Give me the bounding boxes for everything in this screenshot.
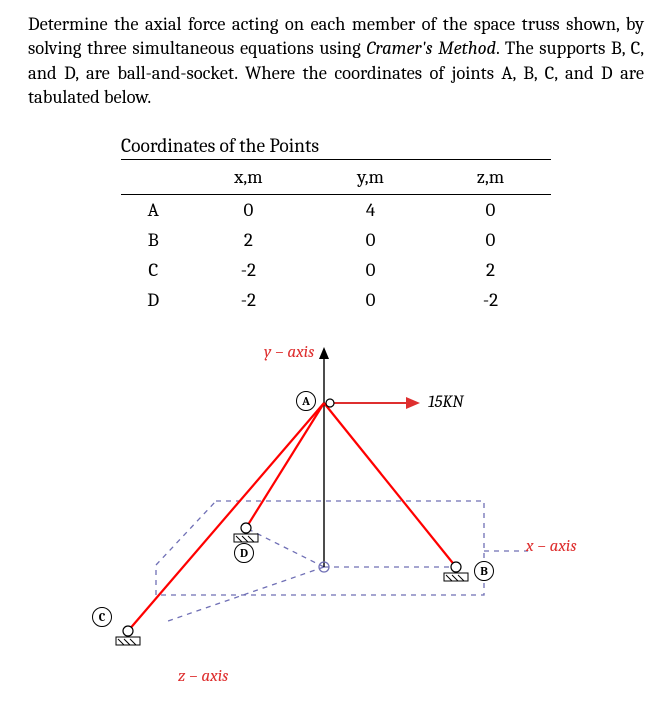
joint-c-label: C	[92, 607, 112, 627]
col-header-x: x,m	[186, 162, 312, 195]
cell-x: 2	[186, 225, 312, 255]
cell-joint: A	[121, 194, 186, 225]
cell-y: 0	[311, 255, 430, 285]
table-header-row: x,m y,m z,m	[121, 162, 551, 195]
joint-d-label: D	[234, 543, 254, 563]
y-axis-arrowhead	[319, 347, 329, 359]
cell-z: 2	[430, 255, 551, 285]
col-header-z: z,m	[430, 162, 551, 195]
table-caption: Coordinates of the Points	[121, 134, 551, 160]
base-plane-outline	[156, 501, 484, 595]
problem-text-em: Cramer's Method	[366, 37, 496, 59]
joint-b-label: B	[474, 561, 494, 581]
coordinates-table-wrap: Coordinates of the Points x,m y,m z,m A …	[121, 134, 551, 315]
cell-z: 0	[430, 225, 551, 255]
cell-x: -2	[186, 255, 312, 285]
cell-z: 0	[430, 194, 551, 225]
table-row: D -2 0 -2	[121, 285, 551, 315]
support-c-icon	[116, 626, 140, 645]
member-ad	[246, 403, 324, 528]
truss-diagram: y – axis x – axis z – axis 15KN A B C D	[86, 333, 586, 693]
col-header-blank	[121, 162, 186, 195]
support-d-icon	[234, 523, 258, 542]
load-label: 15KN	[428, 393, 463, 412]
coordinates-table: x,m y,m z,m A 0 4 0 B 2 0 0 C -2 0 2	[121, 162, 551, 315]
dash-origin-c	[168, 567, 324, 621]
cell-y: 0	[311, 285, 430, 315]
support-b-icon	[444, 562, 468, 581]
problem-statement: Determine the axial force acting on each…	[28, 12, 644, 110]
cell-joint: B	[121, 225, 186, 255]
cell-x: -2	[186, 285, 312, 315]
y-axis-label: y – axis	[264, 343, 314, 362]
table-row: A 0 4 0	[121, 194, 551, 225]
joint-a-label: A	[296, 391, 316, 411]
x-axis-label: x – axis	[526, 537, 577, 556]
table-row: C -2 0 2	[121, 255, 551, 285]
cell-joint: C	[121, 255, 186, 285]
cell-z: -2	[430, 285, 551, 315]
cell-x: 0	[186, 194, 312, 225]
cell-y: 4	[311, 194, 430, 225]
load-arrow-head	[406, 397, 420, 409]
truss-svg	[86, 333, 586, 693]
member-ab	[324, 403, 456, 567]
member-ac	[128, 403, 324, 631]
table-row: B 2 0 0	[121, 225, 551, 255]
cell-joint: D	[121, 285, 186, 315]
cell-y: 0	[311, 225, 430, 255]
col-header-y: y,m	[311, 162, 430, 195]
joint-a-pin-icon	[326, 399, 334, 407]
z-axis-label: z – axis	[178, 667, 228, 686]
